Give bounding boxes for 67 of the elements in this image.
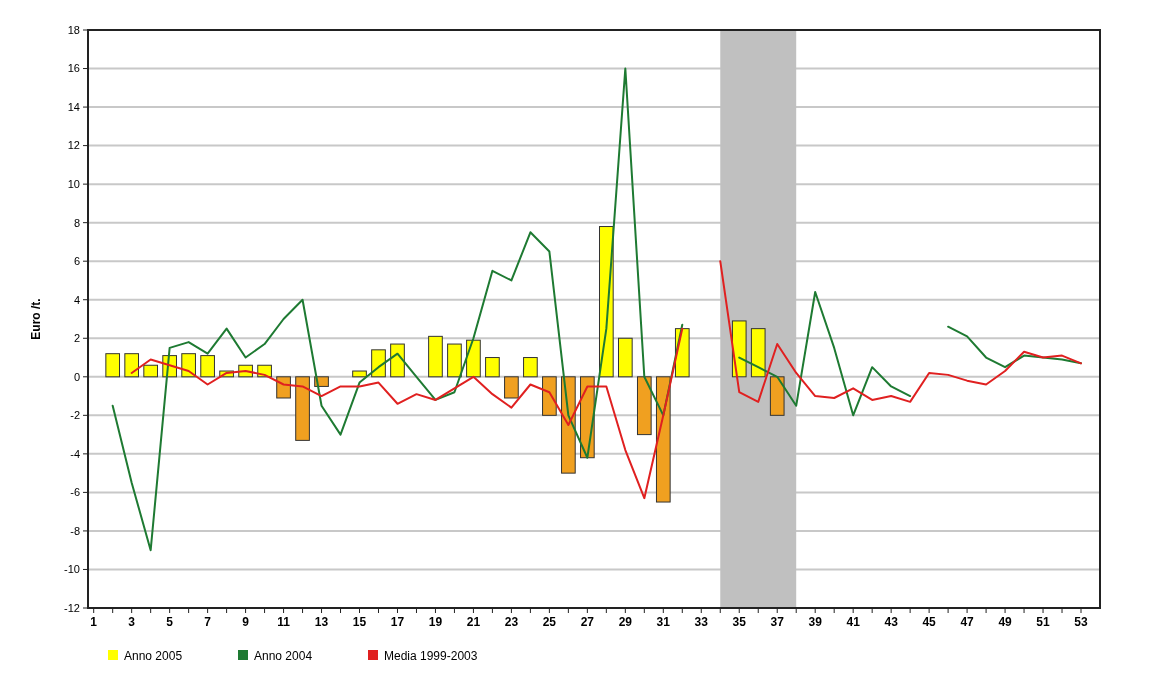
y-tick-label: 0	[73, 370, 80, 383]
x-tick-label: 39	[808, 615, 823, 629]
y-tick-label: 14	[67, 100, 80, 113]
x-tick-label: 7	[204, 615, 212, 629]
y-tick-label: -4	[70, 447, 80, 460]
bar	[295, 376, 310, 441]
x-tick-label: 29	[618, 615, 633, 629]
bar	[542, 376, 557, 416]
x-tick-label: 21	[466, 615, 481, 629]
x-tick-label: 41	[846, 615, 861, 629]
x-tick-label: 5	[166, 615, 174, 629]
bar	[181, 353, 196, 378]
x-tick-label: 15	[352, 615, 367, 629]
x-tick-label: 47	[960, 615, 975, 629]
y-tick-label: 8	[73, 216, 80, 229]
bar	[485, 357, 500, 378]
y-tick-label: -12	[64, 601, 80, 614]
y-tick-label: 16	[67, 62, 80, 75]
y-tick-label: 6	[73, 255, 80, 268]
bar	[466, 339, 481, 378]
bar	[750, 328, 766, 378]
legend-label: Anno 2005	[124, 648, 183, 663]
x-tick-label: 51	[1036, 615, 1051, 629]
x-tick-label: 17	[390, 615, 405, 629]
x-tick-label: 35	[732, 615, 747, 629]
y-tick-label: 12	[67, 139, 80, 152]
bar	[523, 357, 538, 378]
x-tick-label: 11	[277, 615, 291, 629]
bar	[200, 355, 215, 378]
x-tick-label: 19	[428, 615, 443, 629]
bar	[143, 364, 158, 378]
x-tick-label: 43	[884, 615, 899, 629]
y-tick-label: 4	[73, 293, 80, 306]
bar	[617, 337, 633, 378]
x-tick-label: 9	[242, 615, 250, 629]
bar	[769, 376, 785, 416]
legend-label: Anno 2004	[254, 648, 313, 663]
x-tick-label: 33	[694, 615, 709, 629]
x-tick-label: 25	[542, 615, 557, 629]
y-tick-label: 2	[73, 332, 80, 345]
bar	[428, 335, 443, 378]
y-tick-label: 18	[67, 23, 80, 36]
legend-label: Media 1999-2003	[384, 648, 478, 663]
x-tick-label: 27	[580, 615, 595, 629]
x-tick-label: 13	[314, 615, 329, 629]
bar	[636, 376, 652, 436]
bar	[352, 370, 367, 378]
y-tick-label: -8	[70, 524, 80, 537]
y-tick-label: 10	[67, 177, 80, 190]
x-tick-label: 23	[504, 615, 519, 629]
bar	[105, 353, 121, 378]
y-tick-label: -10	[64, 563, 80, 576]
y-tick-label: -6	[70, 486, 80, 499]
x-tick-label: 3	[128, 615, 136, 629]
bar	[504, 376, 519, 399]
x-tick-label: 1	[90, 615, 98, 629]
y-tick-label: -2	[70, 409, 80, 422]
bar	[124, 353, 140, 378]
x-tick-label: 37	[770, 615, 785, 629]
bar	[371, 349, 386, 378]
bar	[390, 343, 405, 378]
x-tick-label: 49	[998, 615, 1013, 629]
x-tick-label: 53	[1074, 615, 1089, 629]
x-tick-label: 31	[656, 615, 671, 629]
x-tick-label: 45	[922, 615, 937, 629]
bar	[447, 343, 462, 378]
y-axis-title: Euro /t.	[29, 298, 43, 340]
